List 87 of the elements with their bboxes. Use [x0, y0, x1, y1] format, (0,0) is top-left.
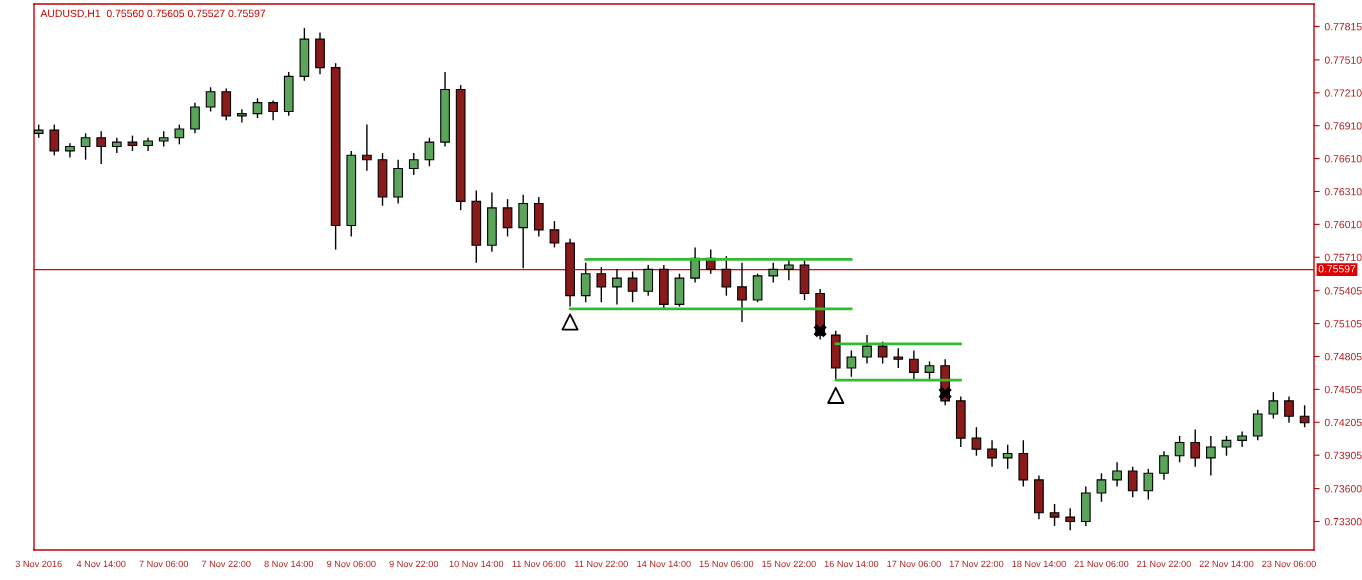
candlestick: [1221, 435, 1232, 457]
y-tick-label: 0.76010: [1324, 220, 1362, 229]
candlestick: [252, 97, 263, 119]
x-tick-label: 7 Nov 06:00: [139, 560, 189, 568]
y-tick-label: 0.74505: [1324, 385, 1362, 394]
candlestick: [1252, 408, 1263, 442]
x-tick-label: 21 Nov 22:00: [1137, 560, 1191, 568]
candlestick: [721, 255, 732, 297]
x-tick-label: 16 Nov 14:00: [824, 560, 879, 568]
point: [561, 313, 579, 331]
x-tick-label: 4 Nov 14:00: [76, 560, 126, 568]
x-tick-label: 17 Nov 22:00: [949, 560, 1004, 568]
candlestick: [1002, 444, 1013, 470]
candlestick: [768, 262, 779, 284]
candlestick: [205, 86, 216, 113]
x-tick-label: 18 Nov 14:00: [1012, 560, 1066, 568]
candlestick: [174, 123, 185, 146]
y-tick-label: 0.75105: [1324, 320, 1362, 328]
y-tick-label: 0.74805: [1324, 352, 1362, 361]
x-tick-label: 15 Nov 22:00: [762, 560, 816, 568]
x-tick-label: 8 Nov 14:00: [264, 560, 314, 568]
candlestick: [1159, 450, 1169, 481]
candlestick: [971, 426, 982, 457]
y-tick-label: 0.75710: [1324, 253, 1362, 262]
x-tick-label: 15 Nov 06:00: [699, 560, 754, 568]
y-tick-label: 0.75405: [1324, 287, 1362, 295]
candlestick: [1096, 472, 1107, 503]
x-tick-label: 7 Nov 22:00: [201, 560, 251, 568]
y-tick-label: 0.73600: [1324, 485, 1362, 493]
candlestick: [1268, 391, 1279, 420]
candlestick: [190, 101, 200, 135]
chart-title: AUDUSD,H1 0.75560 0.75605 0.75527 0.75597: [40, 9, 266, 19]
x-tick-label: 14 Nov 14:00: [637, 560, 691, 568]
candlestick: [237, 108, 247, 124]
candlestick: [424, 137, 435, 167]
candlestick: [502, 198, 513, 238]
candlestick: [580, 262, 591, 303]
candlestick: [737, 262, 747, 323]
candlestick: [362, 123, 372, 172]
y-tick-label: 0.76910: [1324, 122, 1362, 130]
candlestick: [1299, 404, 1310, 428]
candlestick: [846, 349, 857, 378]
candlestick: [909, 349, 919, 380]
candlestick: [596, 266, 607, 303]
x-tick-label: 22 Nov 14:00: [1199, 560, 1254, 568]
y-tick-label: 0.77815: [1324, 22, 1362, 31]
candlestick: [408, 152, 419, 176]
candlestick: [1143, 468, 1154, 501]
x-tick-label: 10 Nov 14:00: [449, 560, 504, 568]
point: [813, 324, 827, 338]
candlestick: [612, 268, 622, 306]
x-tick-label: 11 Nov 06:00: [512, 560, 566, 568]
candlestick: [643, 264, 654, 297]
x-tick-label: 17 Nov 06:00: [887, 560, 941, 568]
y-tick-label: 0.77510: [1324, 56, 1362, 64]
candlestick: [1174, 435, 1185, 463]
x-tick-label: 23 Nov 06:00: [1262, 560, 1316, 568]
candlestick: [80, 132, 91, 161]
y-tick-label: 0.74205: [1324, 418, 1362, 427]
candlestick: [627, 270, 638, 303]
candlestick: [893, 347, 904, 369]
candlestick: [1205, 435, 1216, 477]
candlestick: [1284, 395, 1294, 424]
candlestick: [549, 220, 560, 249]
x-tick-label: 11 Nov 22:00: [575, 560, 628, 568]
point: [938, 386, 952, 400]
candlestick: [1065, 507, 1076, 531]
y-tick-label: 0.73905: [1324, 451, 1362, 460]
candlestick: [49, 123, 60, 156]
candlestick: [268, 99, 278, 121]
y-tick-label: 0.73300: [1324, 517, 1362, 526]
y-tick-label: 0.76310: [1324, 187, 1362, 196]
x-tick-label: 9 Nov 06:00: [326, 560, 376, 568]
x-tick-label: 9 Nov 22:00: [389, 560, 439, 568]
candlestick: [1190, 428, 1201, 468]
candlestick: [1112, 461, 1122, 488]
candlestick: [987, 439, 997, 468]
point: [827, 386, 845, 404]
candlestick: [862, 334, 872, 365]
candlestick: [1049, 503, 1060, 527]
candlestick: [96, 130, 107, 165]
candlestick: [1127, 465, 1138, 499]
x-tick-label: 21 Nov 06:00: [1074, 560, 1129, 568]
ref-line-label: 0.75597: [1318, 265, 1356, 273]
y-tick-label: 0.76610: [1324, 155, 1362, 163]
x-tick-label: 3 Nov 2016: [15, 560, 62, 568]
y-tick-label: 0.77210: [1324, 89, 1362, 97]
